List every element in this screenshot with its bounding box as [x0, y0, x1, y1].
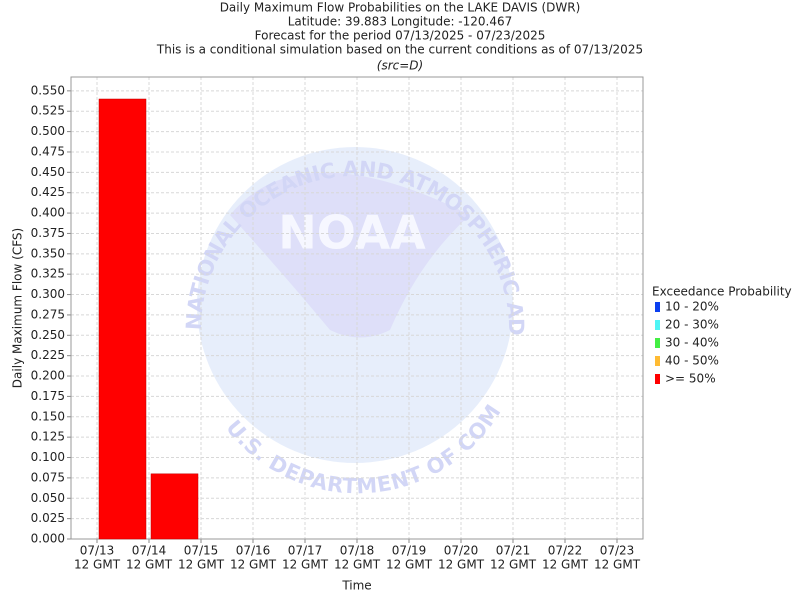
x-tick-label: 12 GMT [334, 558, 381, 572]
bar [98, 98, 147, 540]
plot-frame [70, 76, 644, 540]
x-axis-label: Time [341, 579, 371, 593]
x-tick-label: 07/16 [236, 544, 271, 558]
y-tick-label: 0.225 [31, 348, 65, 362]
y-tick-label: 0.150 [31, 409, 65, 423]
legend-swatch [655, 302, 660, 312]
x-tick-label: 12 GMT [230, 558, 277, 572]
bar [150, 473, 199, 540]
y-tick-label: 0.325 [31, 267, 65, 281]
y-tick-label: 0.250 [31, 328, 65, 342]
legend-label: 10 - 20% [665, 300, 719, 314]
watermark-bird [230, 172, 470, 338]
y-tick-label: 0.200 [31, 369, 65, 383]
y-tick-label: 0.175 [31, 389, 65, 403]
x-tick-label: 12 GMT [438, 558, 485, 572]
x-tick-label: 12 GMT [282, 558, 329, 572]
y-tick-label: 0.550 [31, 83, 65, 97]
x-tick-label: 07/20 [444, 544, 479, 558]
x-tick-label: 07/15 [184, 544, 219, 558]
y-tick-label: 0.525 [31, 104, 65, 118]
y-tick-label: 0.125 [31, 430, 65, 444]
y-tick-label: 0.450 [31, 165, 65, 179]
y-tick-label: 0.350 [31, 246, 65, 260]
y-tick-label: 0.300 [31, 287, 65, 301]
x-tick-label: 12 GMT [386, 558, 433, 572]
chart-subtitle: Forecast for the period 07/13/2025 - 07/… [255, 29, 546, 43]
x-tick-label: 07/18 [340, 544, 375, 558]
x-tick-label: 12 GMT [490, 558, 537, 572]
x-tick-label: 07/22 [548, 544, 583, 558]
y-tick-label: 0.400 [31, 206, 65, 220]
chart-title: Daily Maximum Flow Probabilities on the … [220, 1, 581, 15]
y-tick-label: 0.025 [31, 511, 65, 525]
y-axis-label: Daily Maximum Flow (CFS) [11, 228, 25, 388]
legend-label: >= 50% [665, 372, 716, 386]
legend-swatch [655, 320, 660, 330]
y-tick-label: 0.475 [31, 144, 65, 158]
y-tick-label: 0.425 [31, 185, 65, 199]
chart-subtitle: This is a conditional simulation based o… [156, 43, 643, 57]
y-tick-label: 0.375 [31, 226, 65, 240]
x-tick-label: 12 GMT [542, 558, 589, 572]
legend-title: Exceedance Probability [652, 285, 792, 299]
y-tick-label: 0.000 [31, 532, 65, 546]
x-tick-label: 07/17 [288, 544, 323, 558]
x-tick-label: 12 GMT [126, 558, 173, 572]
legend-label: 40 - 50% [665, 354, 719, 368]
watermark: NOAA NATIONAL OCEANIC AND ATMOSPHERIC AD… [0, 0, 528, 499]
y-tick-label: 0.500 [31, 124, 65, 138]
legend-swatch [655, 374, 660, 384]
x-tick-label: 07/14 [132, 544, 167, 558]
chart-subtitle: Latitude: 39.883 Longitude: -120.467 [288, 15, 513, 29]
x-tick-label: 12 GMT [594, 558, 641, 572]
x-tick-label: 07/23 [600, 544, 635, 558]
legend-label: 30 - 40% [665, 336, 719, 350]
y-tick-label: 0.275 [31, 307, 65, 321]
x-tick-label: 12 GMT [178, 558, 225, 572]
y-tick-label: 0.075 [31, 470, 65, 484]
x-tick-label: 07/19 [392, 544, 427, 558]
x-tick-label: 07/21 [496, 544, 531, 558]
x-tick-label: 12 GMT [74, 558, 121, 572]
legend-label: 20 - 30% [665, 318, 719, 332]
legend-swatch [655, 356, 660, 366]
legend-swatch [655, 338, 660, 348]
y-tick-label: 0.050 [31, 491, 65, 505]
chart-subtitle: (src=D) [377, 59, 423, 73]
y-tick-label: 0.100 [31, 450, 65, 464]
watermark-logo: NOAA [278, 206, 426, 260]
x-tick-label: 07/13 [80, 544, 115, 558]
